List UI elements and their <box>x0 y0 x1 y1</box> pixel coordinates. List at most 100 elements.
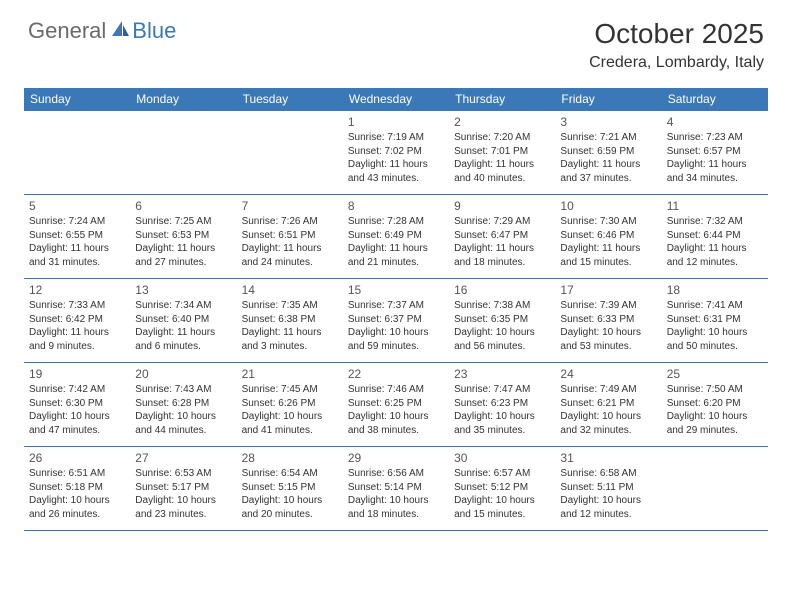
daylight-line: Daylight: 11 hours and 27 minutes. <box>135 242 231 269</box>
calendar-cell: 17Sunrise: 7:39 AMSunset: 6:33 PMDayligh… <box>555 279 661 363</box>
sunset-line: Sunset: 6:31 PM <box>667 313 763 327</box>
sunset-line: Sunset: 6:20 PM <box>667 397 763 411</box>
sunrise-line: Sunrise: 6:56 AM <box>348 467 444 481</box>
daylight-line: Daylight: 10 hours and 32 minutes. <box>560 410 656 437</box>
day-number: 25 <box>667 366 763 382</box>
calendar-cell: 3Sunrise: 7:21 AMSunset: 6:59 PMDaylight… <box>555 111 661 195</box>
day-number: 20 <box>135 366 231 382</box>
daylight-line: Daylight: 10 hours and 26 minutes. <box>29 494 125 521</box>
day-number: 8 <box>348 198 444 214</box>
daylight-line: Daylight: 11 hours and 9 minutes. <box>29 326 125 353</box>
daylight-line: Daylight: 11 hours and 37 minutes. <box>560 158 656 185</box>
sunset-line: Sunset: 6:53 PM <box>135 229 231 243</box>
sunset-line: Sunset: 5:18 PM <box>29 481 125 495</box>
sunrise-line: Sunrise: 7:24 AM <box>29 215 125 229</box>
daylight-line: Daylight: 10 hours and 44 minutes. <box>135 410 231 437</box>
calendar-cell: 1Sunrise: 7:19 AMSunset: 7:02 PMDaylight… <box>343 111 449 195</box>
daylight-line: Daylight: 10 hours and 12 minutes. <box>560 494 656 521</box>
sunset-line: Sunset: 5:17 PM <box>135 481 231 495</box>
daylight-line: Daylight: 10 hours and 56 minutes. <box>454 326 550 353</box>
sunset-line: Sunset: 6:40 PM <box>135 313 231 327</box>
day-number: 26 <box>29 450 125 466</box>
sunset-line: Sunset: 6:33 PM <box>560 313 656 327</box>
logo-text-general: General <box>28 18 106 44</box>
calendar-row: 26Sunrise: 6:51 AMSunset: 5:18 PMDayligh… <box>24 447 768 531</box>
day-header: Wednesday <box>343 88 449 111</box>
sunset-line: Sunset: 6:47 PM <box>454 229 550 243</box>
day-number: 9 <box>454 198 550 214</box>
logo-text-blue: Blue <box>132 18 176 44</box>
day-header: Thursday <box>449 88 555 111</box>
page-header: General Blue October 2025 Credera, Lomba… <box>0 0 792 82</box>
sunrise-line: Sunrise: 7:33 AM <box>29 299 125 313</box>
sunset-line: Sunset: 6:25 PM <box>348 397 444 411</box>
sunset-line: Sunset: 6:35 PM <box>454 313 550 327</box>
sunrise-line: Sunrise: 7:35 AM <box>242 299 338 313</box>
daylight-line: Daylight: 11 hours and 40 minutes. <box>454 158 550 185</box>
calendar-cell: 14Sunrise: 7:35 AMSunset: 6:38 PMDayligh… <box>237 279 343 363</box>
daylight-line: Daylight: 10 hours and 23 minutes. <box>135 494 231 521</box>
day-header: Sunday <box>24 88 130 111</box>
calendar-cell: 5Sunrise: 7:24 AMSunset: 6:55 PMDaylight… <box>24 195 130 279</box>
daylight-line: Daylight: 10 hours and 59 minutes. <box>348 326 444 353</box>
calendar-cell: 22Sunrise: 7:46 AMSunset: 6:25 PMDayligh… <box>343 363 449 447</box>
calendar-cell: 25Sunrise: 7:50 AMSunset: 6:20 PMDayligh… <box>662 363 768 447</box>
day-number: 28 <box>242 450 338 466</box>
sunset-line: Sunset: 5:11 PM <box>560 481 656 495</box>
day-header: Monday <box>130 88 236 111</box>
daylight-line: Daylight: 10 hours and 29 minutes. <box>667 410 763 437</box>
sunrise-line: Sunrise: 6:54 AM <box>242 467 338 481</box>
sunset-line: Sunset: 5:14 PM <box>348 481 444 495</box>
calendar-row: 12Sunrise: 7:33 AMSunset: 6:42 PMDayligh… <box>24 279 768 363</box>
daylight-line: Daylight: 10 hours and 53 minutes. <box>560 326 656 353</box>
day-header: Saturday <box>662 88 768 111</box>
day-number: 7 <box>242 198 338 214</box>
day-number: 19 <box>29 366 125 382</box>
daylight-line: Daylight: 11 hours and 24 minutes. <box>242 242 338 269</box>
calendar-cell: 18Sunrise: 7:41 AMSunset: 6:31 PMDayligh… <box>662 279 768 363</box>
day-header: Tuesday <box>237 88 343 111</box>
calendar-cell: 20Sunrise: 7:43 AMSunset: 6:28 PMDayligh… <box>130 363 236 447</box>
calendar-cell: 7Sunrise: 7:26 AMSunset: 6:51 PMDaylight… <box>237 195 343 279</box>
day-number: 17 <box>560 282 656 298</box>
sunrise-line: Sunrise: 7:21 AM <box>560 131 656 145</box>
sunrise-line: Sunrise: 7:42 AM <box>29 383 125 397</box>
daylight-line: Daylight: 11 hours and 15 minutes. <box>560 242 656 269</box>
sunrise-line: Sunrise: 7:41 AM <box>667 299 763 313</box>
daylight-line: Daylight: 10 hours and 47 minutes. <box>29 410 125 437</box>
sunrise-line: Sunrise: 7:19 AM <box>348 131 444 145</box>
calendar-cell: 29Sunrise: 6:56 AMSunset: 5:14 PMDayligh… <box>343 447 449 531</box>
day-header: Friday <box>555 88 661 111</box>
calendar-cell: 28Sunrise: 6:54 AMSunset: 5:15 PMDayligh… <box>237 447 343 531</box>
sunset-line: Sunset: 6:30 PM <box>29 397 125 411</box>
calendar-cell: 12Sunrise: 7:33 AMSunset: 6:42 PMDayligh… <box>24 279 130 363</box>
sunrise-line: Sunrise: 7:43 AM <box>135 383 231 397</box>
calendar-cell <box>237 111 343 195</box>
month-title: October 2025 <box>589 18 764 50</box>
daylight-line: Daylight: 11 hours and 21 minutes. <box>348 242 444 269</box>
daylight-line: Daylight: 10 hours and 35 minutes. <box>454 410 550 437</box>
sunset-line: Sunset: 7:01 PM <box>454 145 550 159</box>
calendar-table: Sunday Monday Tuesday Wednesday Thursday… <box>24 88 768 531</box>
sunset-line: Sunset: 6:55 PM <box>29 229 125 243</box>
sunrise-line: Sunrise: 7:34 AM <box>135 299 231 313</box>
daylight-line: Daylight: 11 hours and 31 minutes. <box>29 242 125 269</box>
day-number: 3 <box>560 114 656 130</box>
calendar-cell: 21Sunrise: 7:45 AMSunset: 6:26 PMDayligh… <box>237 363 343 447</box>
sunrise-line: Sunrise: 7:26 AM <box>242 215 338 229</box>
calendar-cell: 15Sunrise: 7:37 AMSunset: 6:37 PMDayligh… <box>343 279 449 363</box>
calendar-cell: 19Sunrise: 7:42 AMSunset: 6:30 PMDayligh… <box>24 363 130 447</box>
sunset-line: Sunset: 6:57 PM <box>667 145 763 159</box>
logo: General Blue <box>28 18 176 44</box>
calendar-cell <box>24 111 130 195</box>
sunset-line: Sunset: 6:23 PM <box>454 397 550 411</box>
sunrise-line: Sunrise: 7:29 AM <box>454 215 550 229</box>
sunrise-line: Sunrise: 7:23 AM <box>667 131 763 145</box>
day-number: 16 <box>454 282 550 298</box>
sunset-line: Sunset: 6:46 PM <box>560 229 656 243</box>
sunrise-line: Sunrise: 6:58 AM <box>560 467 656 481</box>
sunrise-line: Sunrise: 7:45 AM <box>242 383 338 397</box>
day-number: 10 <box>560 198 656 214</box>
calendar-cell: 9Sunrise: 7:29 AMSunset: 6:47 PMDaylight… <box>449 195 555 279</box>
sunrise-line: Sunrise: 7:49 AM <box>560 383 656 397</box>
